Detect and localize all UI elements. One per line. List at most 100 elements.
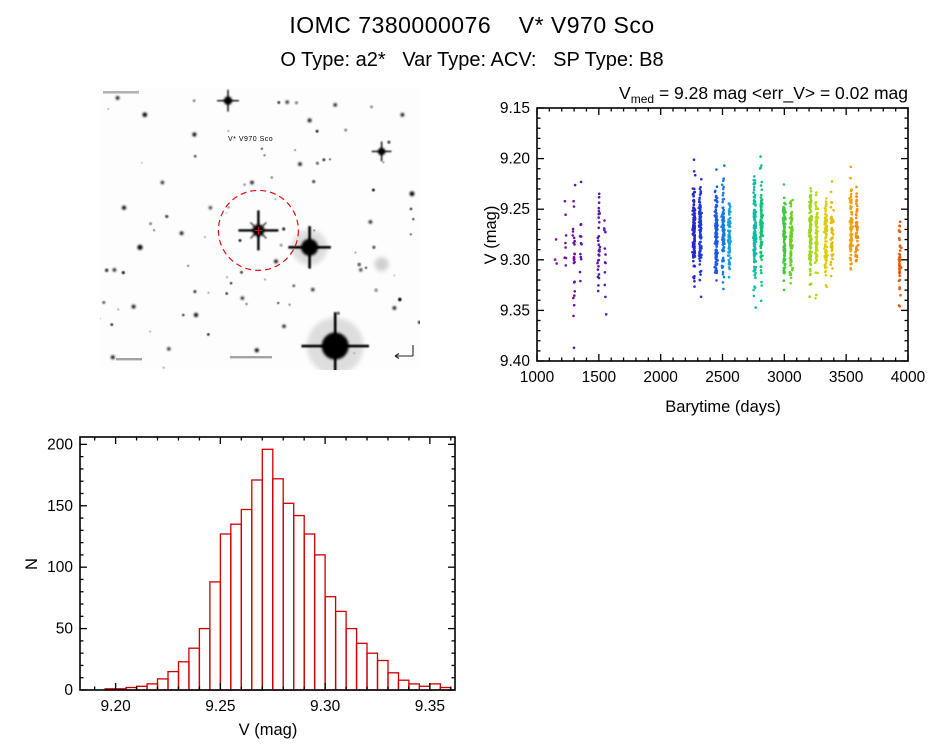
data-point — [857, 243, 860, 247]
data-point — [698, 225, 702, 229]
data-point — [604, 295, 607, 299]
data-point — [849, 176, 852, 180]
data-point — [573, 294, 576, 297]
data-point — [720, 238, 724, 241]
data-point — [831, 257, 834, 261]
data-point — [854, 259, 858, 263]
field-star — [193, 289, 197, 294]
field-star — [204, 236, 206, 238]
data-point — [823, 206, 827, 210]
data-point — [752, 254, 756, 257]
data-point — [831, 229, 834, 232]
field-star — [357, 262, 362, 267]
data-point — [729, 210, 732, 213]
histogram-bar — [261, 448, 274, 691]
data-point — [760, 201, 764, 205]
data-point — [714, 225, 717, 229]
data-point — [727, 241, 730, 244]
data-point — [752, 237, 756, 240]
data-point — [849, 247, 852, 251]
data-point — [832, 209, 835, 212]
data-point — [898, 278, 902, 282]
data-point — [825, 197, 828, 200]
data-point — [692, 247, 696, 251]
data-point — [814, 202, 817, 205]
y-tick-label: 150 — [47, 498, 73, 515]
field-star — [182, 313, 185, 317]
data-point — [693, 208, 697, 212]
data-point — [788, 270, 791, 274]
field-star — [107, 108, 109, 110]
field-star — [371, 188, 375, 192]
field-star — [412, 217, 415, 221]
data-point — [752, 186, 756, 189]
data-point — [714, 223, 717, 226]
data-point — [814, 235, 818, 239]
field-star — [393, 274, 396, 277]
data-point — [727, 234, 731, 237]
field-star — [298, 162, 302, 166]
lightcurve-title-rest: = 9.28 mag <err_V> = 0.02 mag — [654, 83, 908, 104]
data-point — [727, 251, 731, 254]
bright-star — [321, 332, 349, 360]
data-point — [715, 279, 718, 282]
data-point — [898, 249, 902, 252]
data-point — [855, 185, 858, 189]
histogram-bars — [104, 448, 452, 691]
field-star — [207, 291, 210, 294]
field-star — [374, 288, 378, 293]
field-star — [193, 154, 197, 158]
field-star — [225, 276, 228, 279]
data-point — [849, 204, 852, 208]
data-point — [782, 259, 786, 262]
data-point — [753, 212, 756, 215]
data-point — [714, 260, 718, 264]
data-point — [753, 273, 756, 277]
data-point — [782, 246, 785, 249]
field-star — [227, 206, 230, 209]
field-star — [322, 158, 326, 162]
field-star — [264, 278, 266, 281]
data-point — [809, 204, 812, 207]
data-point — [727, 258, 731, 262]
data-point — [691, 199, 695, 203]
data-point — [824, 213, 827, 216]
data-point — [713, 265, 716, 269]
field-star — [225, 292, 228, 295]
data-point — [727, 275, 731, 279]
data-point — [579, 180, 583, 184]
data-point — [899, 293, 902, 297]
field-star — [274, 259, 278, 264]
field-star — [307, 118, 312, 123]
data-point — [759, 250, 762, 254]
data-point — [572, 303, 576, 307]
data-point — [604, 313, 608, 316]
histogram-bar — [397, 679, 410, 691]
data-point — [815, 293, 818, 297]
data-point — [699, 269, 703, 273]
data-point — [753, 193, 757, 197]
field-star — [160, 180, 164, 185]
data-point — [898, 267, 901, 271]
data-point — [728, 262, 731, 265]
data-point — [698, 259, 702, 263]
data-point — [722, 227, 725, 230]
data-point — [849, 262, 852, 266]
data-point — [693, 214, 696, 218]
data-point — [753, 196, 757, 199]
field-star — [353, 352, 355, 354]
data-point — [727, 222, 731, 226]
data-point — [596, 261, 599, 265]
data-point — [596, 236, 600, 239]
data-point — [898, 272, 901, 275]
data-point — [849, 192, 853, 196]
data-point — [753, 246, 757, 250]
data-point — [729, 216, 732, 220]
data-point — [824, 284, 828, 287]
field-star — [117, 308, 119, 311]
field-star — [122, 205, 126, 210]
x-tick-label: 9.30 — [310, 698, 341, 715]
data-point — [721, 198, 725, 201]
data-point — [789, 263, 793, 267]
data-point — [783, 235, 786, 239]
